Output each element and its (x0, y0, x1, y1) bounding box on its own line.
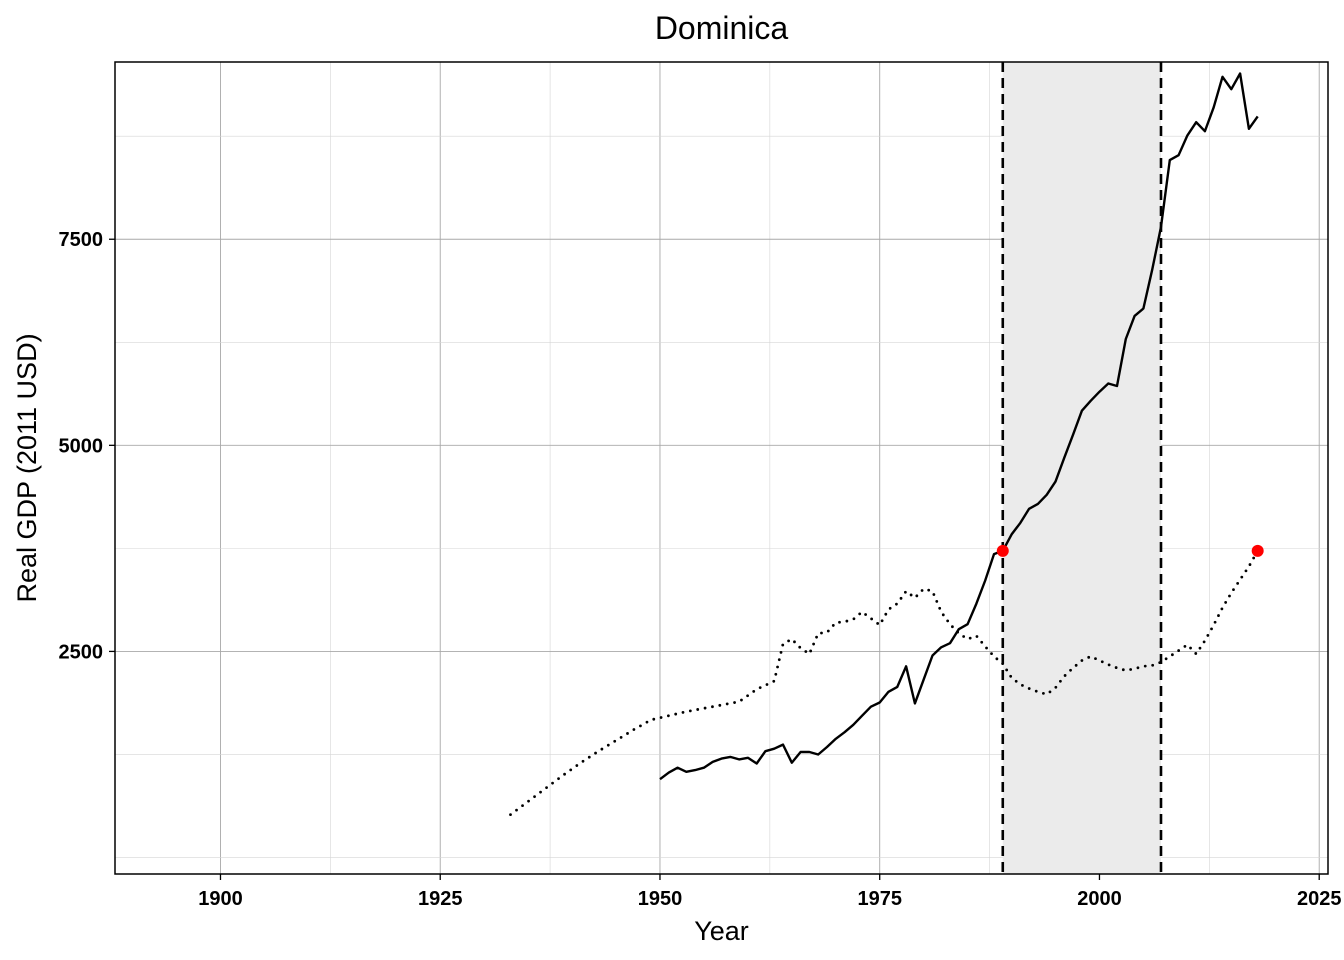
plot-panel-border (114, 61, 1329, 875)
x-tick-label: 2025 (1297, 888, 1342, 910)
y-tick-label: 7500 (59, 229, 104, 251)
x-tick-label: 1925 (418, 888, 463, 910)
y-axis-title: Real GDP (2011 USD) (12, 333, 42, 602)
chart-title: Dominica (655, 10, 789, 46)
x-tick-label: 1950 (638, 888, 683, 910)
x-tick-label: 1900 (198, 888, 243, 910)
x-tick-label: 2000 (1077, 888, 1122, 910)
highlight-point (996, 544, 1009, 557)
x-tick-label: 1975 (857, 888, 902, 910)
y-tick-label: 5000 (59, 435, 104, 457)
highlight-point (1251, 544, 1264, 557)
x-axis-title: Year (694, 916, 749, 946)
y-tick-label: 2500 (59, 641, 104, 663)
shaded-region (1002, 62, 1161, 874)
series-line-1-solid (659, 72, 1259, 781)
